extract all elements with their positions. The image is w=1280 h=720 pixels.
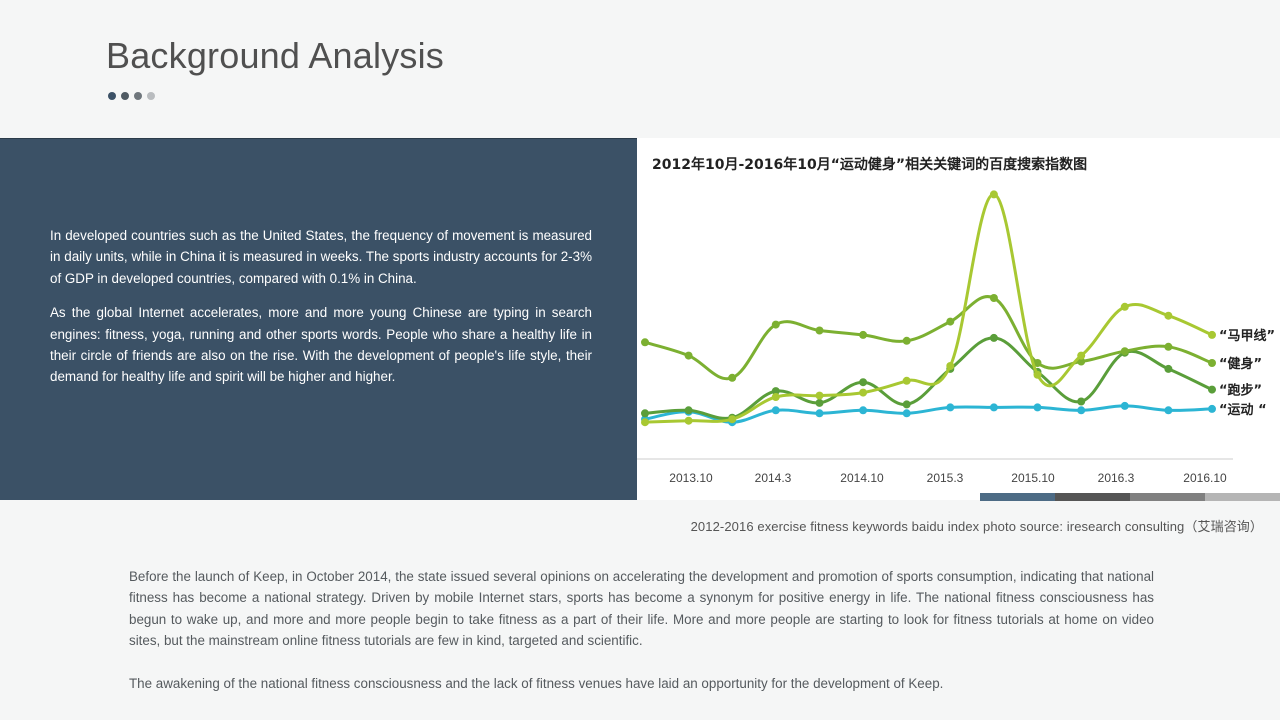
segment-bar-part (1130, 493, 1205, 501)
x-tick-label: 2015.3 (927, 471, 964, 485)
data-point (1164, 311, 1173, 320)
title-dot (147, 92, 155, 100)
tick-layer: 2013.10 2014.3 2014.10 2015.3 2015.10 2016.3 2… (669, 471, 1227, 485)
title-dot (108, 92, 116, 100)
data-point (1033, 403, 1042, 412)
data-point (859, 406, 868, 415)
info-paragraph: As the global Internet accelerates, more… (50, 305, 592, 385)
page-title: Background Analysis (106, 35, 444, 76)
data-point (859, 388, 868, 397)
data-point (771, 406, 780, 415)
data-point (1164, 342, 1173, 351)
info-panel: In developed countries such as the Unite… (0, 138, 637, 500)
x-tick-label: 2014.10 (840, 471, 884, 485)
data-point (815, 326, 824, 335)
header-band (0, 0, 1280, 138)
segment-bar-part (1205, 493, 1280, 501)
data-point (771, 393, 780, 401)
data-point (1077, 357, 1086, 366)
segment-bar-part (980, 493, 1055, 501)
data-point (946, 403, 955, 412)
data-point (1077, 351, 1086, 360)
x-tick-label: 2016.3 (1098, 471, 1135, 485)
data-point (684, 416, 693, 425)
data-point (641, 409, 649, 418)
data-point (946, 362, 955, 370)
data-point (815, 391, 824, 400)
title-dot (121, 92, 129, 100)
data-point (1208, 385, 1216, 394)
data-point (989, 190, 998, 199)
x-tick-label: 2016.10 (1183, 471, 1227, 485)
data-point (859, 378, 868, 387)
data-point (1033, 370, 1042, 379)
chart-title: 2012年10月-2016年10月“运动健身”相关关键词的百度搜索指数图 (652, 156, 1087, 173)
data-point (1120, 302, 1129, 311)
data-point (1164, 364, 1173, 373)
series-label: “运动 “ (1219, 403, 1267, 418)
data-point (771, 320, 780, 329)
data-point (815, 398, 824, 407)
data-point (946, 317, 955, 326)
x-tick-label: 2013.10 (669, 471, 713, 485)
data-point (684, 351, 693, 360)
data-point (1077, 397, 1086, 406)
data-point (902, 376, 911, 385)
data-point (902, 336, 911, 345)
data-point (641, 418, 649, 427)
line-chart: 2012年10月-2016年10月“运动健身”相关关键词的百度搜索指数图 201… (637, 156, 1275, 485)
segment-bar-part (1055, 493, 1130, 501)
series-line (644, 295, 1213, 381)
data-point (728, 415, 737, 424)
series-label: “健身” (1219, 356, 1262, 372)
body-paragraph: The awakening of the national fitness co… (129, 675, 944, 691)
data-point (1120, 347, 1129, 356)
data-point (902, 409, 911, 418)
series-layer (641, 190, 1216, 427)
data-point (1120, 401, 1129, 410)
data-point (684, 406, 693, 415)
data-point (859, 330, 868, 339)
x-tick-label: 2015.10 (1011, 471, 1055, 485)
info-text: In developed countries such as the Unite… (50, 225, 592, 401)
series-line (644, 192, 1213, 424)
series-label: “跑步” (1219, 383, 1262, 399)
data-point (989, 294, 998, 302)
data-point (902, 400, 911, 409)
data-point (1208, 330, 1216, 339)
data-point (815, 409, 824, 418)
data-point (1208, 404, 1216, 413)
data-point (989, 403, 998, 412)
data-point (641, 338, 649, 347)
chart-panel: 2012年10月-2016年10月“运动健身”相关关键词的百度搜索指数图 201… (637, 138, 1280, 500)
legend-layer: “马甲线” “健身” “跑步” “运动 “ (1219, 328, 1275, 418)
x-tick-label: 2014.3 (755, 471, 792, 485)
series-label: “马甲线” (1219, 328, 1275, 344)
title-dot (134, 92, 142, 100)
data-point (1033, 359, 1042, 367)
data-point (728, 373, 737, 382)
data-point (1077, 406, 1086, 415)
body-text: Before the launch of Keep, in October 20… (129, 566, 1154, 715)
data-point (1208, 359, 1216, 367)
data-point (771, 387, 780, 396)
body-paragraph: Before the launch of Keep, in October 20… (129, 569, 1154, 649)
data-point (989, 333, 998, 342)
data-point (1164, 406, 1173, 415)
info-paragraph: In developed countries such as the Unite… (50, 228, 592, 286)
chart-caption: 2012-2016 exercise fitness keywords baid… (690, 519, 1263, 534)
title-dots (108, 92, 155, 100)
